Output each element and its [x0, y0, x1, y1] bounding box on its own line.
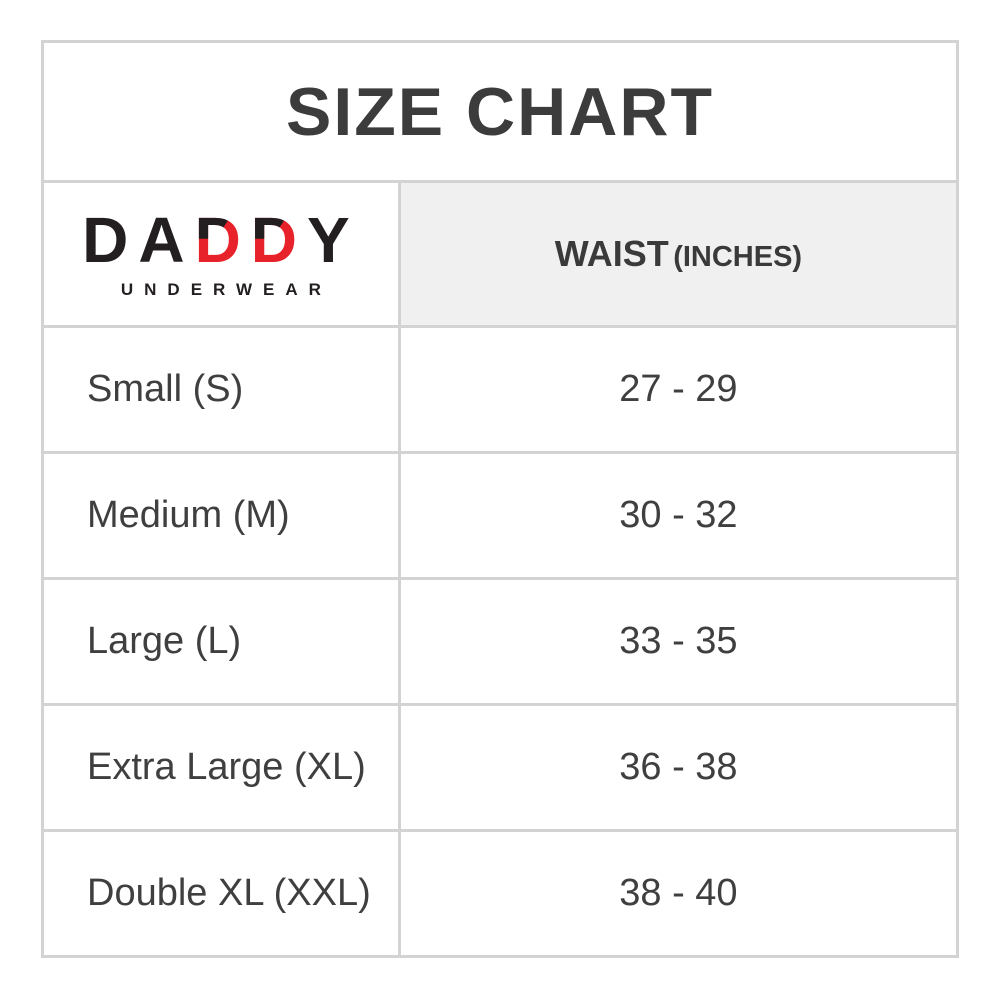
size-label: Double XL (XXL) [41, 829, 401, 958]
page-title: SIZE CHART [286, 73, 714, 150]
header-row: DAD D D D Y UNDERWEAR WAIST (INCHES) [41, 180, 960, 328]
size-label: Medium (M) [41, 451, 401, 580]
logo-wordmark: DAD D D D Y [82, 208, 360, 272]
waist-value: 36 - 38 [397, 703, 960, 832]
title-cell: SIZE CHART [41, 40, 959, 183]
daddy-underwear-logo: DAD D D D Y UNDERWEAR [82, 208, 360, 298]
logo-cell: DAD D D D Y UNDERWEAR [41, 180, 401, 328]
waist-value: 27 - 29 [397, 325, 960, 454]
table-row-extra-large: Extra Large (XL) 36 - 38 [41, 703, 960, 832]
table-row-double-xl: Double XL (XXL) 38 - 40 [41, 829, 960, 958]
size-chart-table: SIZE CHART DAD D D D Y UNDERWEAR WAIST (INCH… [41, 40, 960, 958]
waist-header-unit: (INCHES) [673, 241, 803, 273]
table-row-medium: Medium (M) 30 - 32 [41, 451, 960, 580]
table-row-small: Small (S) 27 - 29 [41, 325, 960, 454]
waist-value: 38 - 40 [397, 829, 960, 958]
waist-value: 33 - 35 [397, 577, 960, 706]
waist-value: 30 - 32 [397, 451, 960, 580]
logo-letters-black-prefix: DA [82, 204, 195, 276]
waist-header-label: WAIST [554, 233, 669, 274]
size-label: Extra Large (XL) [41, 703, 401, 832]
size-label: Small (S) [41, 325, 401, 454]
logo-letters-black-suffix: Y [307, 204, 360, 276]
title-row: SIZE CHART [41, 40, 959, 183]
waist-header-cell: WAIST (INCHES) [397, 180, 960, 328]
logo-subtitle: UNDERWEAR [120, 280, 332, 299]
table-row-large: Large (L) 33 - 35 [41, 577, 960, 706]
size-label: Large (L) [41, 577, 401, 706]
